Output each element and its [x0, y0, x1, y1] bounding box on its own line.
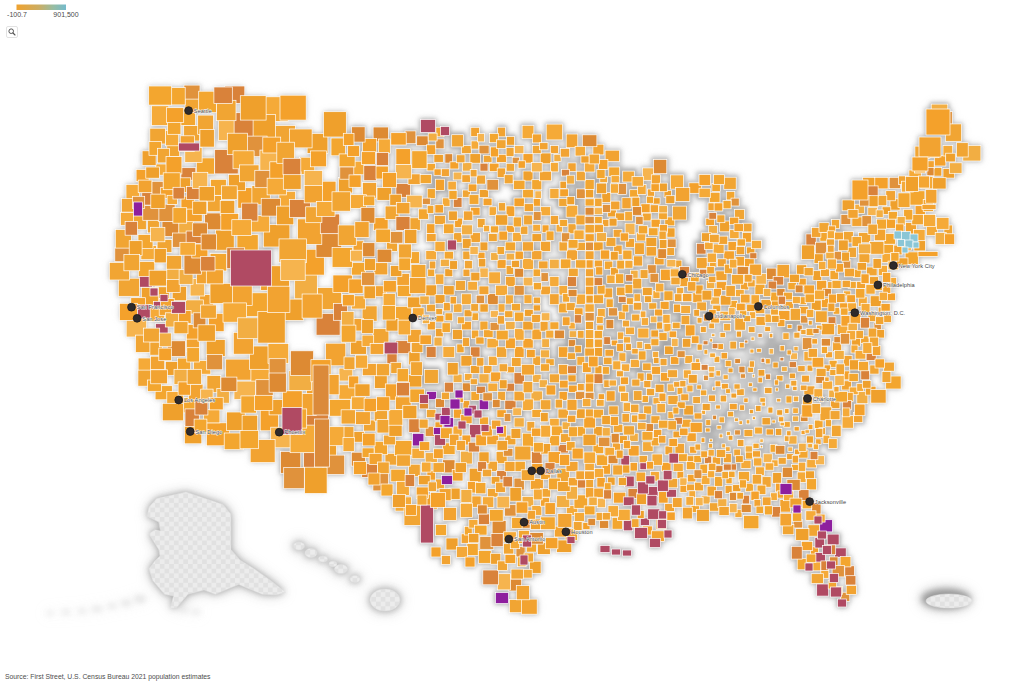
svg-text:Los Angeles: Los Angeles: [184, 397, 216, 403]
svg-text:Philadelphia: Philadelphia: [883, 282, 915, 288]
svg-text:San Francisco: San Francisco: [137, 304, 174, 310]
svg-text:Phoenix: Phoenix: [284, 429, 305, 435]
svg-text:Dallas: Dallas: [546, 468, 562, 474]
svg-text:Jacksonville: Jacksonville: [815, 499, 846, 505]
svg-text:Columbus: Columbus: [764, 304, 790, 310]
svg-text:Seattle: Seattle: [194, 108, 212, 114]
svg-text:Indianapolis: Indianapolis: [714, 313, 745, 319]
svg-text:San Antonio: San Antonio: [514, 536, 545, 542]
svg-text:San Diego: San Diego: [195, 429, 222, 435]
svg-text:Charlotte: Charlotte: [813, 396, 837, 402]
svg-text:New York City: New York City: [899, 263, 935, 269]
svg-text:Washington, D.C.: Washington, D.C.: [860, 310, 906, 316]
svg-text:Houston: Houston: [571, 529, 593, 535]
svg-text:San Jose: San Jose: [142, 316, 166, 322]
svg-text:Austin: Austin: [529, 519, 545, 525]
svg-text:Denver: Denver: [418, 315, 437, 321]
svg-text:Chicago: Chicago: [688, 272, 709, 278]
